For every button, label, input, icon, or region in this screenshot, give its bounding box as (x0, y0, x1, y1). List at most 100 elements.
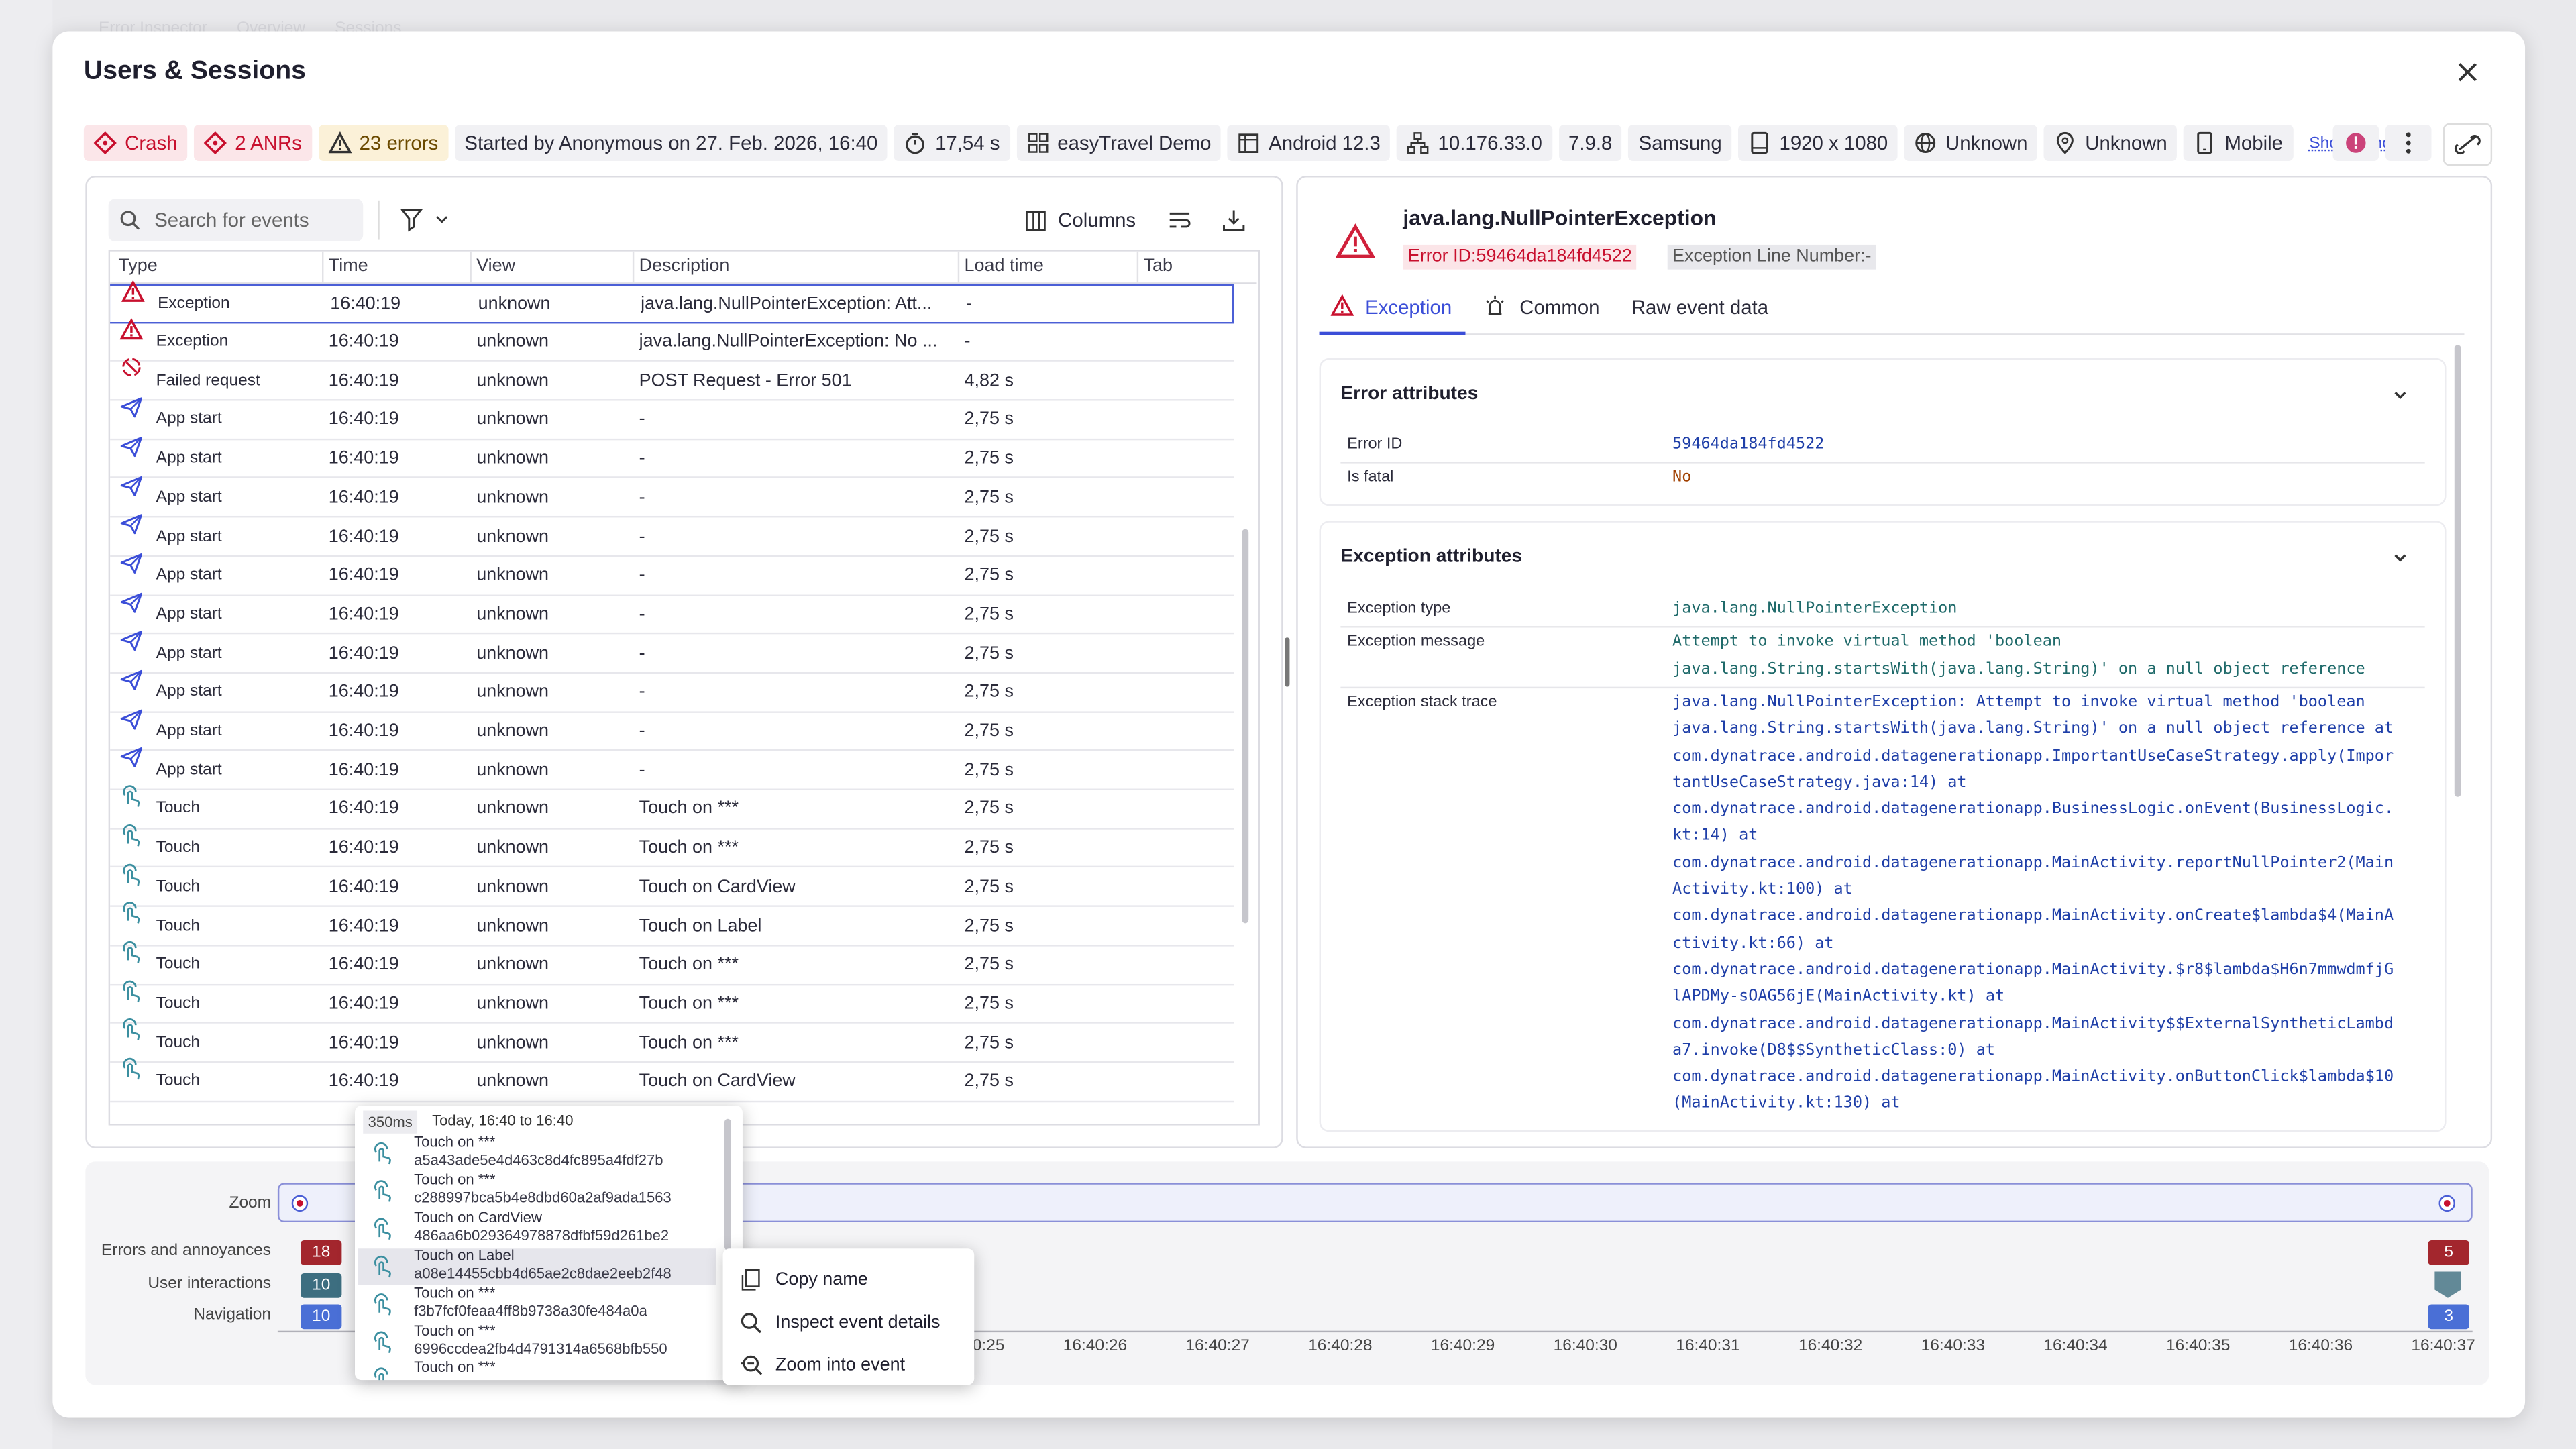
badge: Unknown (2043, 125, 2178, 162)
menu-item[interactable]: Zoom into event (723, 1344, 975, 1387)
link-button[interactable] (2443, 123, 2493, 166)
tab-icon (1330, 294, 1354, 322)
cell: App start (156, 449, 222, 468)
cell: 16:40:19 (328, 955, 399, 975)
table-row[interactable]: Touch 16:40:19 unknown Touch on CardView 2,7… (110, 1057, 1234, 1102)
tab[interactable]: Common (1519, 295, 1600, 319)
tab[interactable]: Exception (1365, 295, 1452, 319)
table-row[interactable]: App start 16:40:19 unknown - 2,75 s (110, 436, 1234, 479)
cell: unknown (476, 604, 549, 625)
table-row[interactable]: App start 16:40:19 unknown - 2,75 s (110, 631, 1234, 674)
table-row[interactable]: App start 16:40:19 unknown - 2,75 s (110, 592, 1234, 635)
table-row[interactable]: Touch 16:40:19 unknown Touch on *** 2,75 s (110, 979, 1234, 1024)
menu-item[interactable]: Inspect event details (723, 1301, 975, 1344)
attribute-value: com.dynatrace.android.datagenerationapp.… (1672, 1014, 2394, 1033)
row-icon-svg (119, 317, 144, 339)
table-row[interactable]: Touch 16:40:19 unknown Touch on *** 2,75 s (110, 1018, 1234, 1063)
table-row[interactable]: Touch 16:40:19 unknown Touch on *** 2,75 s (110, 941, 1234, 985)
menu-label: Copy name (775, 1270, 868, 1290)
item-name[interactable]: Touch on *** (414, 1359, 496, 1376)
item-icon-svg (374, 1255, 391, 1277)
row-icon (121, 280, 145, 309)
cell: 16:40:19 (328, 409, 399, 430)
table-row[interactable]: Failed request 16:40:19 unknown POST Reques… (110, 358, 1234, 401)
table-row[interactable]: App start 16:40:19 unknown - 2,75 s (110, 747, 1234, 791)
time-range: Today, 16:40 to 16:40 (432, 1112, 574, 1129)
table-row[interactable]: App start 16:40:19 unknown - 2,75 s (110, 397, 1234, 440)
table-row[interactable]: App start 16:40:19 unknown - 2,75 s (110, 669, 1234, 713)
menu-item[interactable]: Copy name (723, 1258, 975, 1301)
search-box[interactable]: Search for events (108, 199, 364, 242)
table-row[interactable]: App start 16:40:19 unknown - 2,75 s (110, 475, 1234, 518)
table-row[interactable]: App start 16:40:19 unknown - 2,75 s (110, 708, 1234, 752)
table-row[interactable]: App start 16:40:19 unknown - 2,75 s (110, 553, 1234, 596)
tick-label: 16:40:34 (2043, 1337, 2108, 1356)
cell: unknown (476, 409, 549, 430)
table-row[interactable]: Touch 16:40:19 unknown Touch on *** 2,75 s (110, 824, 1234, 869)
item-icon (371, 1217, 394, 1245)
attribute-value: No (1672, 468, 1692, 487)
tab-divider (1319, 333, 2465, 335)
columns-button[interactable]: Columns (1025, 209, 1136, 231)
wrap-button[interactable] (1168, 209, 1191, 231)
cell: unknown (476, 838, 549, 858)
cell: 2,75 s (964, 916, 1014, 936)
table-row[interactable]: App start 16:40:19 unknown - 2,75 s (110, 514, 1234, 557)
row-icon-svg (120, 708, 143, 729)
row-icon (120, 356, 143, 384)
badge: 2 ANRs (194, 125, 312, 162)
item-icon-svg (374, 1179, 391, 1202)
badge-icon (328, 131, 352, 154)
table-row[interactable]: Touch 16:40:19 unknown Touch on Label 2,75 s (110, 902, 1234, 947)
item-icon (371, 1292, 394, 1320)
table-row[interactable]: Exception 16:40:19 unknown java.lang.NullPo… (110, 317, 1234, 362)
collapse-button (2392, 388, 2408, 409)
cell: 2,75 s (964, 838, 1014, 858)
cell: 2,75 s (964, 955, 1014, 975)
cell: unknown (476, 877, 549, 897)
table-row[interactable]: Touch 16:40:19 unknown Touch on CardView 2,7… (110, 863, 1234, 908)
attribute-value: kt:14) at (1672, 826, 1758, 845)
item-name[interactable]: Touch on *** (414, 1133, 496, 1150)
menu-label: Inspect event details (775, 1312, 941, 1333)
badge: 23 errors (318, 125, 448, 162)
cell: unknown (476, 331, 549, 352)
row-icon-svg (120, 475, 143, 496)
table-row[interactable]: Exception 16:40:19 unknown java.lang.NullPo… (110, 280, 1234, 323)
splitter[interactable] (1285, 637, 1290, 687)
tick-label: 16:40:35 (2166, 1337, 2231, 1356)
menu-icon (739, 1269, 762, 1297)
attribute-value: com.dynatrace.android.datagenerationapp.… (1672, 1068, 2394, 1087)
cell: 16:40:19 (328, 838, 399, 858)
exception-attributes: Exception attributes Exception type java.l… (1319, 521, 2447, 1132)
table-row[interactable]: Touch 16:40:19 unknown Touch on *** 2,75 s (110, 785, 1234, 830)
column-separator (632, 251, 635, 283)
item-name[interactable]: Touch on Label (414, 1246, 515, 1263)
more-button[interactable] (2385, 125, 2432, 162)
tick-label: 16:40:36 (2288, 1337, 2353, 1356)
item-id: 6996ccdea2fb4d4791314a6568bfb550 (414, 1340, 667, 1356)
alert-button[interactable] (2332, 125, 2379, 162)
item-name[interactable]: Touch on *** (414, 1322, 496, 1338)
close-button[interactable] (2456, 61, 2479, 84)
item-name[interactable]: Touch on *** (414, 1284, 496, 1301)
filter-button[interactable] (400, 209, 453, 232)
row-separator (1340, 462, 2425, 464)
badge-icon (203, 131, 227, 155)
item-name[interactable]: Touch on CardView (414, 1208, 542, 1226)
download-button[interactable] (1222, 209, 1245, 231)
badge-icon-svg (2057, 131, 2074, 154)
cell: App start (156, 527, 222, 546)
cell: - (639, 721, 645, 741)
tab[interactable]: Raw event data (1631, 295, 1769, 319)
row-icon-svg (123, 824, 140, 847)
detail-title: java.lang.NullPointerException (1403, 205, 1717, 230)
cell: 2,75 s (964, 721, 1014, 741)
item-icon-svg (374, 1330, 391, 1352)
badge: 17,54 s (894, 125, 1010, 162)
attribute-value: 59464da184fd4522 (1672, 435, 1825, 453)
item-name[interactable]: Touch on *** (414, 1171, 496, 1188)
cell: Touch (156, 800, 201, 818)
cell: 2,75 s (964, 1032, 1014, 1053)
